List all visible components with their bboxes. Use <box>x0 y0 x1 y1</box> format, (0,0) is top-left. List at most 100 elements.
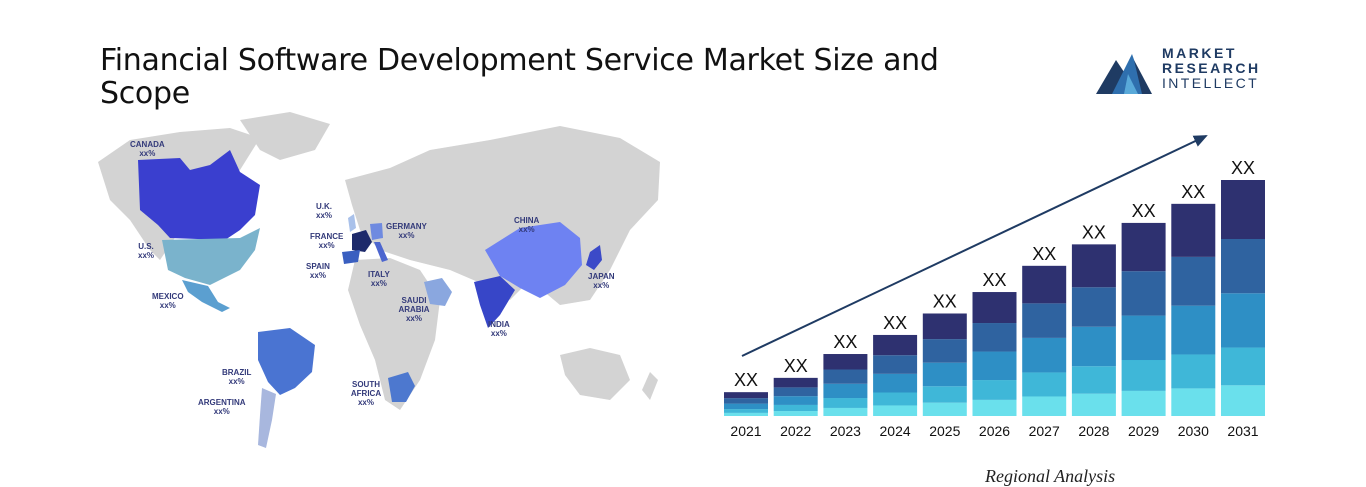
region-south-africa <box>388 372 415 402</box>
bar-segment-2023-3 <box>823 398 868 408</box>
map-label-germany: GERMANY xx% <box>386 222 427 240</box>
bar-value-label-2024: XX <box>883 313 907 333</box>
map-label-mexico: MEXICO xx% <box>152 292 184 310</box>
bar-chart: XX 2021 XX 2022 XX 2023 XX 2024 XX 2025 XX 2026 XX 20… <box>700 120 1300 450</box>
bar-value-label-2030: XX <box>1181 182 1205 202</box>
x-tick-label-2026: 2026 <box>979 423 1010 439</box>
bar-segment-2031-2 <box>1221 293 1265 348</box>
bar-segment-2030-1 <box>1171 256 1216 306</box>
region-germany <box>370 223 383 240</box>
bar-value-label-2028: XX <box>1082 222 1106 242</box>
bar-segment-2022-3 <box>773 404 818 412</box>
page-title: Financial Software Development Service M… <box>100 43 939 111</box>
bar-segment-2027-4 <box>1022 396 1067 416</box>
map-label-brazil: BRAZIL xx% <box>222 368 252 386</box>
bar-segment-2021-2 <box>724 403 768 410</box>
x-tick-label-2021: 2021 <box>730 423 761 439</box>
bar-segment-2027-0 <box>1022 265 1067 304</box>
logo: MARKET RESEARCH INTELLECT <box>1094 44 1274 100</box>
map-label-south-africa: SOUTH AFRICA xx% <box>350 380 382 407</box>
map-label-japan: JAPAN xx% <box>588 272 615 290</box>
bar-segment-2024-0 <box>873 334 918 356</box>
bar-segment-2030-4 <box>1171 388 1216 416</box>
world-map-svg <box>98 112 660 448</box>
bar-segment-2023-1 <box>823 369 868 384</box>
bar-segment-2025-4 <box>922 402 967 416</box>
bar-segment-2026-2 <box>972 351 1017 381</box>
bar-value-label-2031: XX <box>1231 158 1255 178</box>
logo-text-intellect: INTELLECT <box>1162 75 1260 91</box>
bar-segment-2027-2 <box>1022 337 1067 373</box>
bar-value-label-2025: XX <box>933 291 957 311</box>
map-label-india: INDIA xx% <box>488 320 510 338</box>
bar-segment-2028-4 <box>1071 393 1116 416</box>
region-spain <box>342 250 360 264</box>
region-italy <box>374 242 388 262</box>
bar-value-label-2029: XX <box>1132 201 1156 221</box>
region-brazil <box>258 328 315 395</box>
region-uk <box>348 214 356 232</box>
bar-value-label-2021: XX <box>734 370 758 390</box>
bar-segment-2023-4 <box>823 407 868 416</box>
bar-segment-2029-3 <box>1121 360 1166 391</box>
x-tick-label-2031: 2031 <box>1227 423 1258 439</box>
bar-segment-2022-1 <box>773 387 818 397</box>
bar-segment-2021-1 <box>724 398 768 404</box>
bar-segment-2025-2 <box>922 362 967 387</box>
bar-segment-2026-0 <box>972 292 1017 324</box>
region-china <box>485 222 582 298</box>
region-us <box>162 228 260 285</box>
bar-segment-2023-0 <box>823 354 868 370</box>
map-label-uk: U.K. xx% <box>316 202 333 220</box>
region-japan <box>586 245 602 270</box>
map-label-china: CHINA xx% <box>514 216 540 234</box>
logo-mark-icon <box>1096 54 1152 94</box>
bar-segment-2029-2 <box>1121 315 1166 361</box>
map-label-spain: SPAIN xx% <box>306 262 330 280</box>
x-tick-label-2027: 2027 <box>1029 423 1060 439</box>
bar-segment-2023-2 <box>823 383 868 399</box>
bar-segment-2031-0 <box>1221 180 1265 239</box>
map-label-canada: CANADA xx% <box>130 140 165 158</box>
bar-segment-2024-4 <box>873 405 918 416</box>
bar-segment-2031-4 <box>1221 385 1265 416</box>
x-tick-label-2030: 2030 <box>1178 423 1209 439</box>
bar-segment-2031-1 <box>1221 239 1265 294</box>
trend-arrow <box>741 135 1208 357</box>
region-france <box>352 230 372 252</box>
bar-segment-2021-4 <box>724 412 768 416</box>
bar-segment-2030-3 <box>1171 354 1216 389</box>
bar-segment-2026-4 <box>972 399 1017 416</box>
bar-segment-2022-4 <box>773 411 818 416</box>
logo-text-research: RESEARCH <box>1162 60 1261 76</box>
x-tick-label-2024: 2024 <box>880 423 911 439</box>
bar-value-label-2023: XX <box>833 332 857 352</box>
bar-segment-2024-1 <box>873 355 918 374</box>
bar-segment-2028-2 <box>1071 326 1116 367</box>
region-mexico <box>182 280 230 312</box>
bar-segment-2026-1 <box>972 323 1017 352</box>
bar-segment-2029-0 <box>1121 222 1166 272</box>
bar-value-label-2022: XX <box>784 356 808 376</box>
bar-segment-2027-1 <box>1022 303 1067 338</box>
bar-segment-2030-2 <box>1171 305 1216 355</box>
bar-segment-2028-1 <box>1071 287 1116 327</box>
bar-segment-2025-0 <box>922 313 967 340</box>
region-canada <box>138 150 260 240</box>
bar-segment-2027-3 <box>1022 372 1067 397</box>
map-label-us: U.S. xx% <box>138 242 155 260</box>
bar-segment-2021-0 <box>724 392 768 399</box>
bar-value-label-2027: XX <box>1032 244 1056 264</box>
x-tick-label-2028: 2028 <box>1078 423 1109 439</box>
map-label-italy: ITALY xx% <box>368 270 390 288</box>
logo-text-market: MARKET <box>1162 45 1237 61</box>
x-tick-label-2029: 2029 <box>1128 423 1159 439</box>
bar-segment-2028-0 <box>1071 244 1116 288</box>
bar-segment-2026-3 <box>972 380 1017 400</box>
bar-segment-2028-3 <box>1071 366 1116 394</box>
x-tick-label-2022: 2022 <box>780 423 811 439</box>
region-saudi-arabia <box>424 278 452 306</box>
bar-value-label-2026: XX <box>982 270 1006 290</box>
x-tick-label-2023: 2023 <box>830 423 861 439</box>
bar-segment-2025-1 <box>922 339 967 363</box>
